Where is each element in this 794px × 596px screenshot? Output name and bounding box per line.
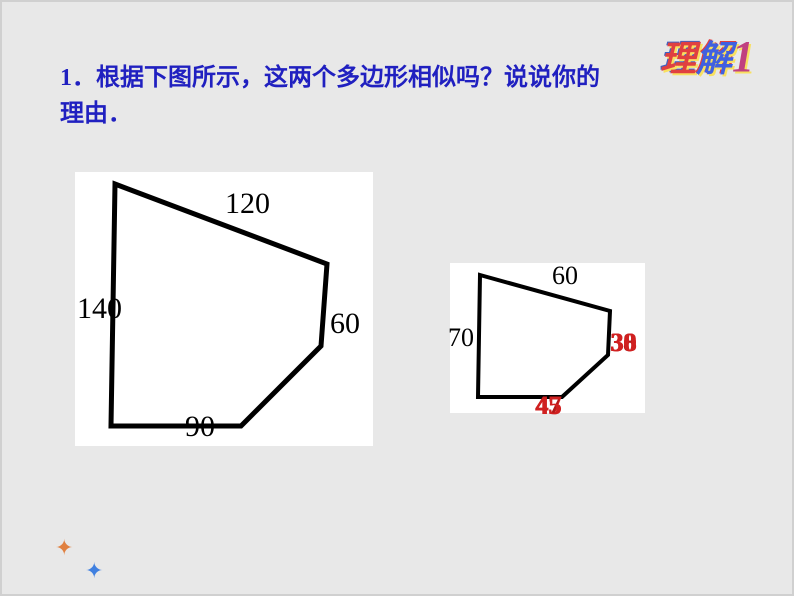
- fig1-label-right: 60: [330, 307, 360, 341]
- star-icon: ✦: [55, 535, 73, 561]
- fig1-label-top: 120: [225, 187, 270, 221]
- title-badge: 理解1: [660, 30, 754, 82]
- figure-1: 120 140 60 90: [75, 172, 373, 446]
- fig1-label-bottom: 90: [185, 410, 215, 444]
- question-text: 1．根据下图所示，这两个多边形相似吗？说说你的理由．: [60, 60, 620, 132]
- figure-2: 60 70 38 30 47 45: [450, 263, 645, 413]
- badge-char-3: 1: [732, 32, 754, 81]
- star-icon: ✦: [85, 558, 103, 584]
- fig1-label-left: 140: [77, 292, 122, 326]
- fig2-label-bottom: 47 45: [535, 391, 561, 421]
- badge-char-2: 解: [696, 39, 732, 79]
- pentagon-large-shape: [111, 184, 327, 426]
- badge-char-1: 理: [660, 39, 696, 79]
- fig2-label-right-text: 30: [610, 328, 636, 357]
- fig2-label-top: 60: [552, 261, 578, 291]
- fig2-label-left: 70: [448, 323, 474, 353]
- fig2-label-bottom-text: 45: [535, 391, 561, 420]
- fig2-label-right: 38 30: [610, 328, 636, 358]
- pentagon-small-shape: [478, 275, 610, 397]
